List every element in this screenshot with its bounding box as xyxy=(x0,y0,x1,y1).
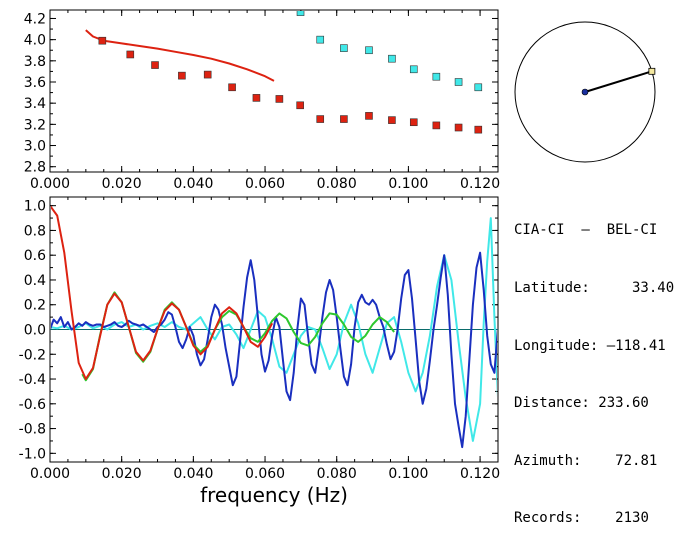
azimuth-value: 72.81 xyxy=(581,452,658,469)
top-red-data-point xyxy=(228,83,236,92)
top-y-tick-label: 3.6 xyxy=(24,75,46,91)
top-cyan-data-point xyxy=(296,11,305,16)
bottom-y-tick-label: -0.4 xyxy=(19,372,46,388)
top-x-tick-label: 0.060 xyxy=(245,176,285,192)
top-red-data-point xyxy=(178,71,186,80)
bottom-y-tick-label: -0.8 xyxy=(19,422,46,438)
azimuth-dial xyxy=(514,21,656,163)
latitude-value: 33.40 xyxy=(589,280,675,296)
bottom-red-series-line xyxy=(51,205,274,380)
bottom-data-layer xyxy=(51,205,497,449)
top-cyan-data-point xyxy=(432,72,441,81)
top-cyan-data-point xyxy=(365,46,373,55)
distance-row: Distance: 233.60 xyxy=(514,394,674,413)
phase-velocity-chart: 0.000 0.020 0.040 0.060 0.080 0.100 0.120 2.8 3.… xyxy=(24,9,500,192)
top-x-tick-label: 0.100 xyxy=(388,176,428,192)
bottom-x-tick-label: 0.080 xyxy=(317,466,357,482)
coherency-chart: 0.000 0.020 0.040 0.060 0.080 0.100 0.120 -1.0 -… xyxy=(19,196,500,507)
longitude-label: Longitude: xyxy=(514,337,599,354)
distance-label: Distance: xyxy=(514,395,590,412)
azimuth-line xyxy=(584,70,653,93)
top-y-tick-label: 4.2 xyxy=(24,11,46,27)
top-red-data-point xyxy=(474,125,483,134)
top-y-tick-label: 2.8 xyxy=(24,160,46,176)
longitude-row: Longitude: –118.41 xyxy=(514,337,674,356)
top-cyan-data-point xyxy=(340,44,348,52)
top-red-data-point xyxy=(126,50,135,59)
distance-value: 233.60 xyxy=(589,395,649,412)
latitude-label: Latitude: xyxy=(514,280,590,296)
bottom-x-tick-label: 0.060 xyxy=(245,466,285,482)
top-y-tick-label: 3.0 xyxy=(24,139,46,155)
bottom-y-tick-label: 0.6 xyxy=(24,248,46,264)
top-red-data-point xyxy=(409,118,418,127)
top-x-tick-label: 0.080 xyxy=(317,176,357,192)
station-a-marker xyxy=(581,88,589,96)
station-pair-label: CIA-CI – BEL-CI xyxy=(514,222,658,239)
bottom-y-tick-label: -0.6 xyxy=(19,397,46,413)
top-red-data-point xyxy=(252,94,261,102)
bottom-y-tick-label: 0.4 xyxy=(24,273,46,289)
top-cyan-data-point xyxy=(316,35,325,44)
top-red-data-point xyxy=(151,61,159,69)
top-y-tick-label: 3.4 xyxy=(24,96,46,112)
longitude-value: –118.41 xyxy=(598,337,666,354)
bottom-blue-series-line xyxy=(51,251,497,449)
bottom-x-tick-label: 0.020 xyxy=(102,466,142,482)
bottom-x-tick-label: 0.040 xyxy=(173,466,213,482)
latitude-row: Latitude: 33.40 xyxy=(514,279,674,298)
top-cyan-data-point xyxy=(474,83,483,92)
top-red-data-point xyxy=(203,70,212,79)
x-axis-title: frequency (Hz) xyxy=(200,483,348,507)
top-data-layer xyxy=(85,11,483,134)
top-plot-frame xyxy=(49,9,499,173)
top-red-data-point xyxy=(432,121,441,130)
top-x-tick-label: 0.120 xyxy=(460,176,500,192)
top-red-data-point xyxy=(340,115,348,123)
top-red-data-point xyxy=(296,101,304,110)
top-red-data-point xyxy=(454,123,463,132)
top-red-data-point xyxy=(316,115,325,123)
dial-circle xyxy=(514,21,656,163)
bottom-y-tick-label: -0.2 xyxy=(19,347,46,363)
top-red-data-point xyxy=(275,95,284,103)
azimuth-label: Azimuth: xyxy=(514,452,582,469)
station-info-panel: CIA-CI – BEL-CI Latitude: 33.40 Longitud… xyxy=(514,183,674,548)
records-label: Records: xyxy=(514,510,582,527)
bottom-y-tick-label: 0.0 xyxy=(24,323,46,339)
top-red-data-point xyxy=(365,112,373,120)
top-x-tick-label: 0.000 xyxy=(30,176,70,192)
top-x-tick-label: 0.020 xyxy=(102,176,142,192)
top-x-tick-label: 0.040 xyxy=(173,176,213,192)
bottom-y-tick-label: 0.8 xyxy=(24,223,46,239)
bottom-y-tick-label: 1.0 xyxy=(24,199,46,215)
top-cyan-data-point xyxy=(409,65,418,74)
top-y-tick-label: 4.0 xyxy=(24,33,46,49)
chart-canvas: 0.000 0.020 0.040 0.060 0.080 0.100 0.120 2.8 3.… xyxy=(19,9,656,507)
top-red-data-point xyxy=(98,36,107,45)
bottom-x-tick-label: 0.120 xyxy=(460,466,500,482)
top-red-data-point xyxy=(388,116,396,124)
top-cyan-data-point xyxy=(454,78,463,86)
records-value: 2130 xyxy=(581,510,649,527)
bottom-x-tick-label: 0.000 xyxy=(30,466,70,482)
top-cyan-data-point xyxy=(388,54,396,63)
bottom-x-tick-label: 0.100 xyxy=(388,466,428,482)
bottom-y-tick-label: -1.0 xyxy=(19,446,46,462)
azimuth-row: Azimuth: 72.81 xyxy=(514,452,674,471)
bottom-y-tick-label: 0.2 xyxy=(24,298,46,314)
top-y-tick-label: 3.8 xyxy=(24,54,46,70)
top-y-tick-label: 3.2 xyxy=(24,117,46,133)
station-b-marker xyxy=(648,67,656,75)
